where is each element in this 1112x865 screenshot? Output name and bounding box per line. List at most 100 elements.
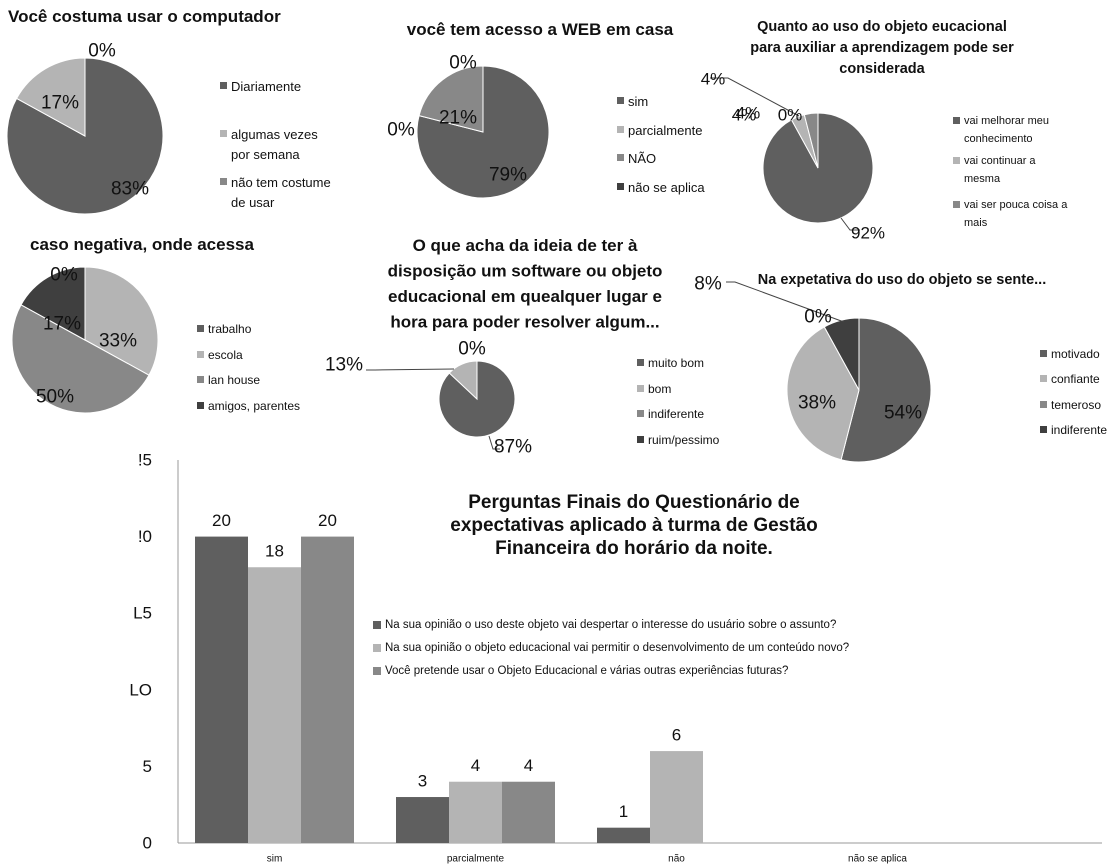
pie-onde-slice-1 bbox=[84, 266, 159, 376]
pie-expectativa-title: Na expetativa do uso do objeto se sente.… bbox=[758, 272, 1046, 288]
pie-expectativa-title-line: Na expetativa do uso do objeto se sente.… bbox=[758, 272, 1046, 288]
pie-computer-legend-swatch bbox=[220, 82, 227, 89]
pie-software-leader-line bbox=[366, 368, 455, 371]
pie-software-slice-1 bbox=[448, 360, 478, 401]
pie-computer-legend-swatch bbox=[220, 178, 227, 185]
pie-software-legend-swatch bbox=[637, 410, 644, 417]
pie-onde-data-label: 0% bbox=[50, 265, 78, 286]
pie-web-legend-label: NÃO bbox=[628, 151, 656, 166]
pie-onde-legend-line: trabalho bbox=[208, 322, 252, 336]
pie-expectativa-legend-label: confiante bbox=[1051, 372, 1100, 386]
pie-web-legend-swatch bbox=[617, 154, 624, 161]
bar-y-tick-label: L5 bbox=[133, 604, 152, 623]
pie-expectativa-legend-line: motivado bbox=[1051, 347, 1100, 361]
pie-objeto-data-label: 4% bbox=[736, 104, 761, 123]
pie-software-title: O que acha da ideia de ter à disposição u… bbox=[388, 236, 663, 332]
pie-computer-legend-label: Diariamente bbox=[231, 79, 301, 94]
pie-software-data-label: 0% bbox=[458, 339, 486, 360]
pie-expectativa-legend-label: motivado bbox=[1051, 347, 1100, 361]
pie-expectativa-slice-3 bbox=[823, 317, 860, 391]
pie-software-legend-line: muito bom bbox=[648, 356, 704, 370]
pie-expectativa-data-label: 8% bbox=[694, 274, 722, 295]
pie-expectativa-slice-1 bbox=[786, 326, 860, 461]
bar-legend-swatch bbox=[373, 621, 381, 629]
pie-software-legend-swatch bbox=[637, 385, 644, 392]
pie-web-legend-label: parcialmente bbox=[628, 123, 702, 138]
pie-onde-legend-line: amigos, parentes bbox=[208, 399, 300, 413]
bar-data-label: 6 bbox=[672, 726, 681, 745]
bar-legend-label: Na sua opinião o uso deste objeto vai de… bbox=[385, 619, 836, 631]
pie-web-legend-line: sim bbox=[628, 94, 648, 109]
pie-objeto-legend-swatch bbox=[953, 157, 960, 164]
pie-web-data-label: 0% bbox=[387, 120, 415, 141]
pie-web-data-label: 0% bbox=[449, 53, 477, 74]
pie-objeto-legend-line: mais bbox=[964, 217, 988, 229]
bar-2-1 bbox=[650, 751, 703, 843]
pie-computer-legend-swatch bbox=[220, 130, 227, 137]
bar-y-tick-label: 0 bbox=[143, 834, 152, 853]
bar-chart-title-line: Financeira do horário da noite. bbox=[495, 538, 773, 559]
bar-chart-title: Perguntas Finais do Questionário de expec… bbox=[450, 492, 818, 559]
pie-software-legend-line: ruim/pessimo bbox=[648, 433, 720, 447]
pie-onde-slice-2 bbox=[11, 304, 150, 414]
pie-web-legend-line: parcialmente bbox=[628, 123, 702, 138]
bar-data-label: 3 bbox=[418, 772, 427, 791]
bar-chart-title-line: Perguntas Finais do Questionário de bbox=[468, 492, 800, 513]
bar-y-tick-label: 5 bbox=[143, 757, 152, 776]
pie-web-slice-2 bbox=[418, 65, 484, 133]
bar-data-label: 4 bbox=[524, 756, 533, 775]
pie-web-legend-swatch bbox=[617, 97, 624, 104]
pie-expectativa-legend-line: temeroso bbox=[1051, 398, 1101, 412]
pie-objeto-title-line: Quanto ao uso do objeto eucacional bbox=[757, 19, 1007, 35]
pie-objeto-legend-swatch bbox=[953, 201, 960, 208]
pie-web-legend-swatch bbox=[617, 126, 624, 133]
pie-web-legend-line: NÃO bbox=[628, 151, 656, 166]
pie-expectativa-legend-line: confiante bbox=[1051, 372, 1100, 386]
pie-onde-legend-swatch bbox=[197, 325, 204, 332]
pie-web-legend-label: sim bbox=[628, 94, 648, 109]
pie-onde-legend-label: escola bbox=[208, 348, 243, 362]
pie-expectativa-legend-line: indiferente bbox=[1051, 423, 1107, 437]
bar-0-2 bbox=[301, 536, 354, 843]
pie-software-legend-label: ruim/pessimo bbox=[648, 433, 720, 447]
pie-objeto-legend-line: mesma bbox=[964, 173, 1001, 185]
pie-web-data-label: 21% bbox=[439, 108, 477, 129]
bar-y-tick-label: LO bbox=[129, 680, 152, 699]
pie-objeto-legend-line: vai melhorar meu bbox=[964, 115, 1049, 127]
pie-objeto-legend-swatch bbox=[953, 117, 960, 124]
pie-onde-legend-line: lan house bbox=[208, 373, 260, 387]
pie-expectativa-legend-swatch bbox=[1040, 350, 1047, 357]
pie-software-legend-line: bom bbox=[648, 382, 671, 396]
pie-software-title-line: disposição um software ou objeto bbox=[388, 262, 663, 281]
pie-software-legend-label: indiferente bbox=[648, 407, 704, 421]
pie-objeto-legend-line: conhecimento bbox=[964, 133, 1033, 145]
pie-onde-legend-label: lan house bbox=[208, 373, 260, 387]
pie-onde-data-label: 33% bbox=[99, 331, 137, 352]
bar-x-tick-label: parcialmente bbox=[447, 854, 505, 865]
pie-computer-legend-label: não tem costume de usar bbox=[231, 175, 331, 210]
pie-objeto-data-label: 4% bbox=[732, 106, 757, 125]
pie-web-title-line: você tem acesso a WEB em casa bbox=[407, 20, 674, 39]
pie-objeto-slices bbox=[762, 112, 874, 224]
pie-web-legend-label: não se aplica bbox=[628, 180, 705, 195]
pie-onde-legend-label: amigos, parentes bbox=[208, 399, 300, 413]
pie-onde-slice-3 bbox=[20, 266, 86, 341]
pie-computer-legend-line: por semana bbox=[231, 147, 300, 162]
bar-legend-label: Você pretende usar o Objeto Educacional … bbox=[385, 665, 788, 677]
pie-computer-slices bbox=[6, 57, 164, 215]
bar-1-2 bbox=[502, 781, 555, 843]
pie-objeto-title-line: para auxiliar a aprendizagem pode ser bbox=[750, 40, 1014, 56]
pie-onde-title: caso negativa, onde acessa bbox=[30, 235, 254, 254]
pie-computer-legend-line: algumas vezes bbox=[231, 127, 318, 142]
bar-legend-label: Na sua opinião o objeto educacional vai … bbox=[385, 642, 849, 654]
pie-software-title-line: O que acha da ideia de ter à bbox=[413, 236, 638, 255]
pie-web-slices bbox=[416, 65, 550, 199]
pie-onde-legend-label: trabalho bbox=[208, 322, 252, 336]
pie-software-data-label: 87% bbox=[494, 437, 532, 458]
bar-legend-swatch bbox=[373, 667, 381, 675]
pie-expectativa-legend-label: indiferente bbox=[1051, 423, 1107, 437]
pie-computer-data-label: 17% bbox=[41, 93, 79, 114]
pie-onde-data-label: 50% bbox=[36, 387, 74, 408]
pie-onde-slices bbox=[11, 266, 159, 414]
pie-objeto-legend-label: vai melhorar meu conhecimento bbox=[964, 115, 1049, 145]
